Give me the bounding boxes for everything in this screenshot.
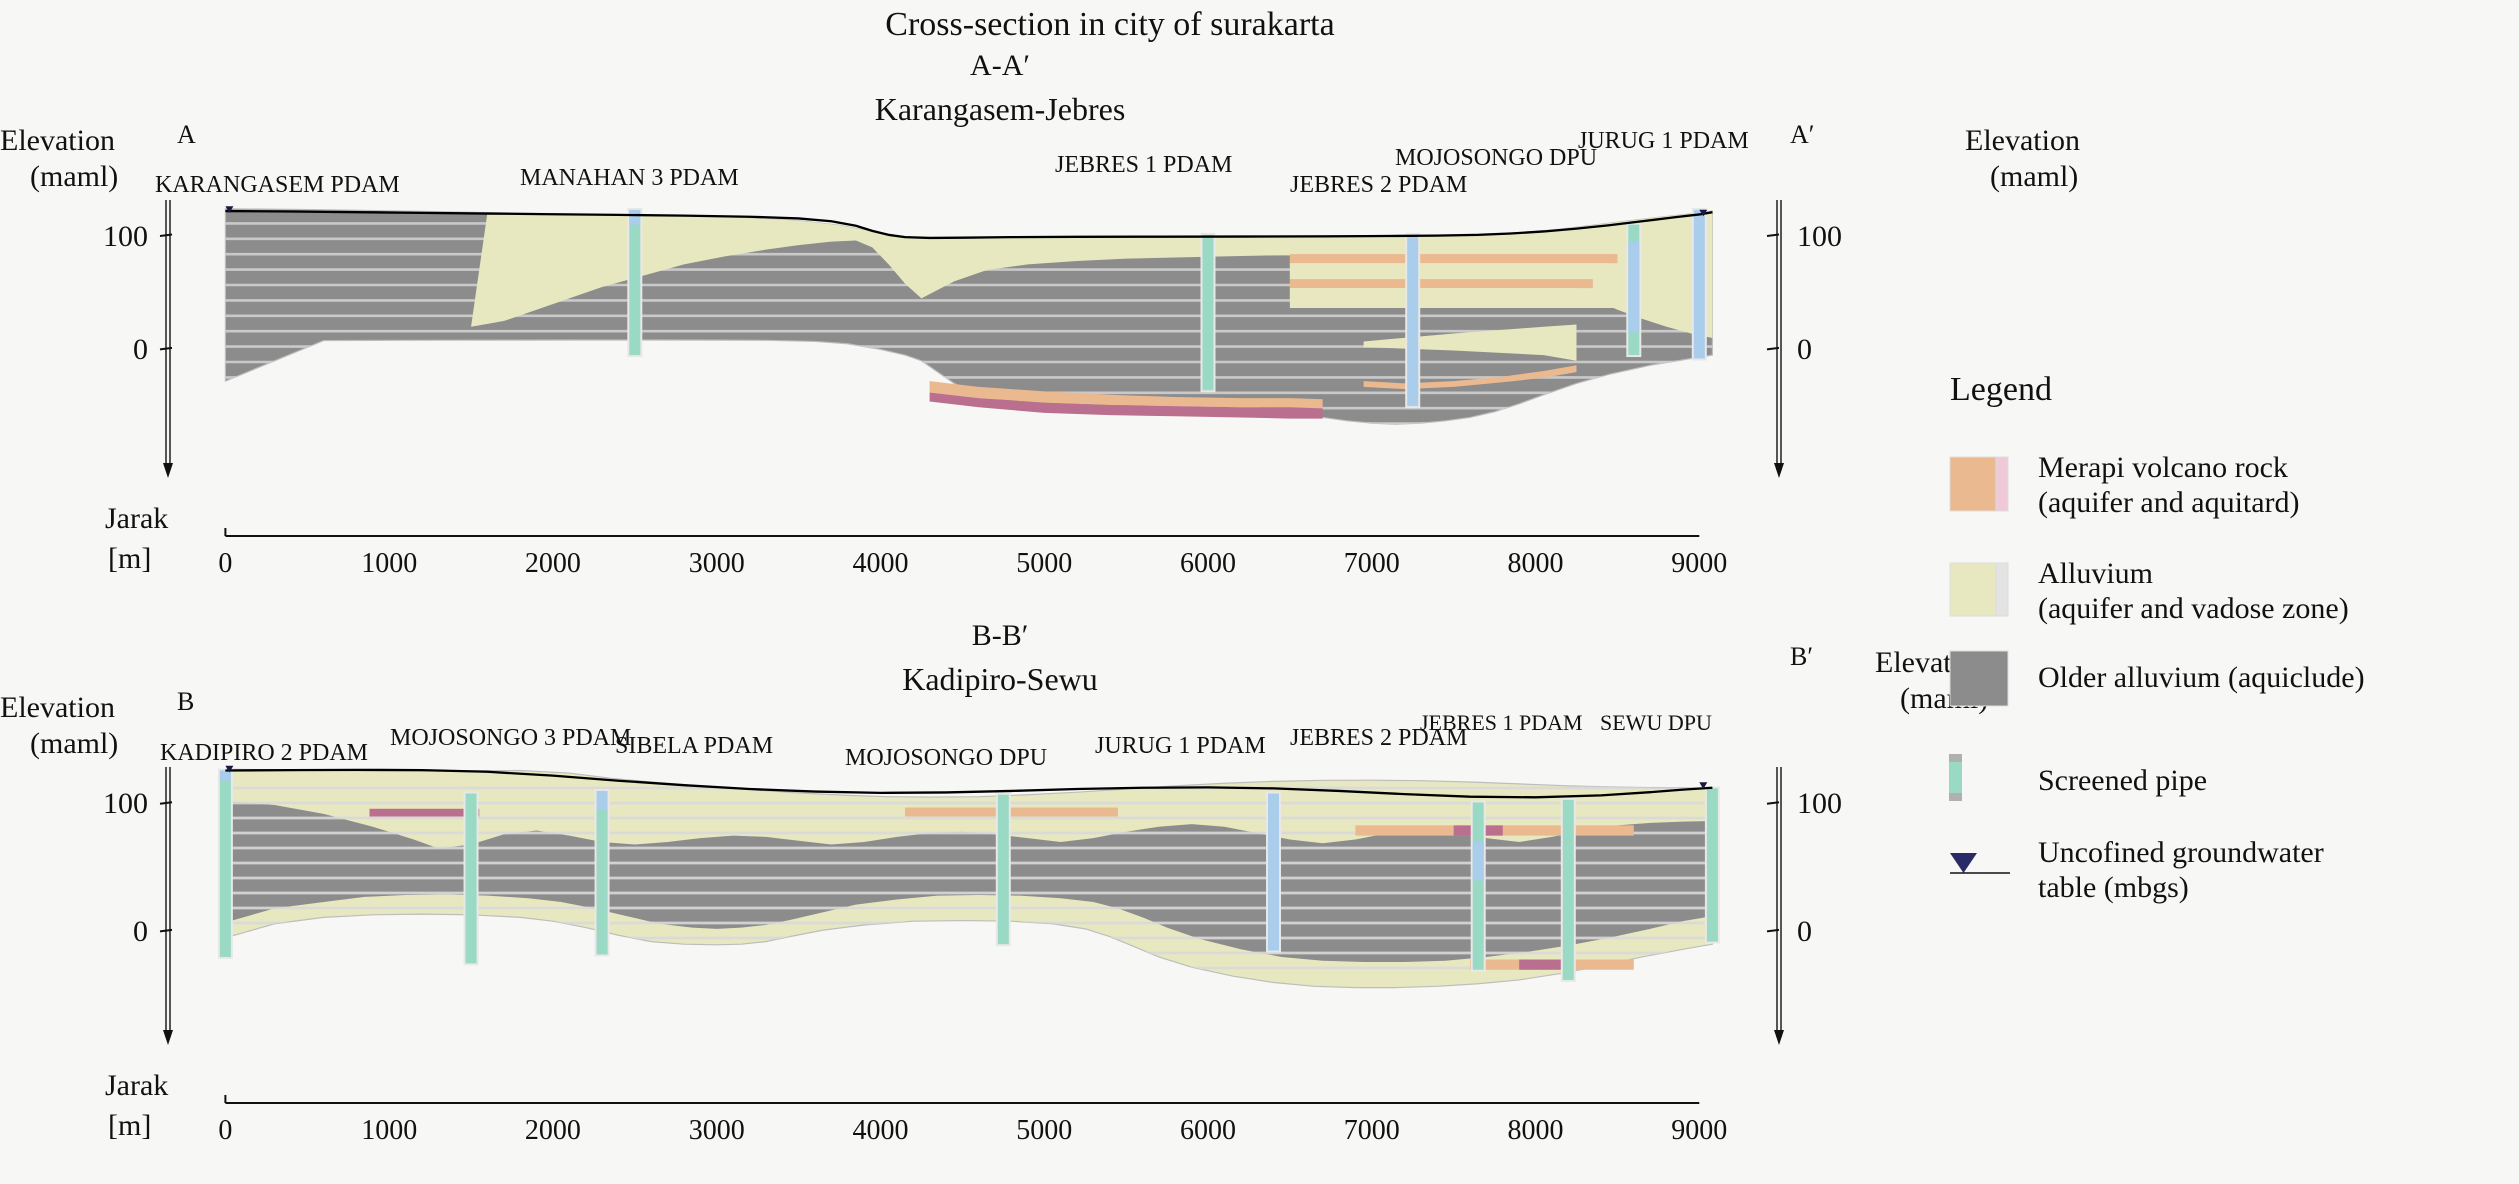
svg-text:Elevation: Elevation: [1965, 124, 2080, 157]
svg-text:Elevation: Elevation: [0, 691, 115, 724]
svg-text:Screened pipe: Screened pipe: [2038, 764, 2207, 797]
svg-text:Elevation: Elevation: [0, 124, 115, 157]
svg-text:Alluvium: Alluvium: [2038, 557, 2153, 590]
svg-text:Jarak: Jarak: [105, 502, 168, 535]
svg-text:A′: A′: [1790, 120, 1814, 149]
svg-text:1000: 1000: [361, 548, 417, 579]
svg-text:MOJOSONGO 3 PDAM: MOJOSONGO 3 PDAM: [390, 725, 631, 751]
svg-text:9000: 9000: [1671, 1115, 1727, 1146]
svg-text:MANAHAN 3 PDAM: MANAHAN 3 PDAM: [520, 165, 739, 191]
svg-text:MOJOSONGO DPU: MOJOSONGO DPU: [845, 745, 1047, 771]
svg-text:2000: 2000: [525, 548, 581, 579]
svg-text:4000: 4000: [853, 1115, 909, 1146]
svg-text:0: 0: [218, 548, 232, 579]
svg-text:0: 0: [218, 1115, 232, 1146]
svg-text:SIBELA PDAM: SIBELA PDAM: [615, 733, 773, 759]
svg-text:[m]: [m]: [108, 542, 151, 575]
svg-text:(maml): (maml): [1990, 160, 2078, 193]
svg-text:Karangasem-Jebres: Karangasem-Jebres: [875, 91, 1126, 127]
svg-text:KARANGASEM PDAM: KARANGASEM PDAM: [155, 172, 400, 198]
svg-text:Legend: Legend: [1950, 371, 2052, 408]
svg-text:B′: B′: [1790, 642, 1813, 671]
svg-text:table (mbgs): table (mbgs): [2038, 871, 2189, 904]
svg-text:(aquifer and aquitard): (aquifer and aquitard): [2038, 486, 2300, 519]
svg-text:JEBRES 1 PDAM: JEBRES 1 PDAM: [1055, 152, 1232, 178]
svg-text:Jarak: Jarak: [105, 1069, 168, 1102]
svg-text:100: 100: [103, 220, 148, 253]
svg-text:B: B: [177, 687, 194, 716]
svg-text:0: 0: [1797, 915, 1812, 948]
svg-text:6000: 6000: [1180, 1115, 1236, 1146]
svg-text:9000: 9000: [1671, 548, 1727, 579]
svg-text:7000: 7000: [1344, 548, 1400, 579]
svg-text:SEWU DPU: SEWU DPU: [1600, 710, 1712, 735]
svg-text:5000: 5000: [1016, 548, 1072, 579]
svg-text:JEBRES 2 PDAM: JEBRES 2 PDAM: [1290, 172, 1467, 198]
svg-text:0: 0: [1797, 333, 1812, 366]
svg-text:8000: 8000: [1508, 548, 1564, 579]
svg-text:0: 0: [133, 333, 148, 366]
svg-text:7000: 7000: [1344, 1115, 1400, 1146]
svg-text:Kadipiro-Sewu: Kadipiro-Sewu: [902, 661, 1098, 697]
svg-text:Cross-section in city of surak: Cross-section in city of surakarta: [885, 6, 1334, 43]
svg-text:(aquifer and vadose zone): (aquifer and vadose zone): [2038, 592, 2349, 625]
svg-text:2000: 2000: [525, 1115, 581, 1146]
svg-text:(maml): (maml): [30, 727, 118, 760]
svg-text:Uncofined groundwater: Uncofined groundwater: [2038, 836, 2324, 869]
svg-text:JURUG 1 PDAM: JURUG 1 PDAM: [1095, 733, 1266, 759]
svg-text:JURUG 1 PDAM: JURUG 1 PDAM: [1578, 128, 1749, 154]
svg-text:B-B′: B-B′: [972, 619, 1029, 652]
svg-text:0: 0: [133, 915, 148, 948]
svg-text:8000: 8000: [1508, 1115, 1564, 1146]
svg-text:MOJOSONGO DPU: MOJOSONGO DPU: [1395, 145, 1597, 171]
svg-text:1000: 1000: [361, 1115, 417, 1146]
svg-text:5000: 5000: [1016, 1115, 1072, 1146]
svg-text:3000: 3000: [689, 1115, 745, 1146]
svg-text:Older alluvium (aquiclude): Older alluvium (aquiclude): [2038, 661, 2365, 694]
svg-text:KADIPIRO 2 PDAM: KADIPIRO 2 PDAM: [160, 740, 368, 766]
svg-text:JEBRES 1 PDAM: JEBRES 1 PDAM: [1420, 710, 1583, 735]
svg-text:4000: 4000: [853, 548, 909, 579]
svg-text:Merapi volcano rock: Merapi volcano rock: [2038, 451, 2288, 484]
svg-text:[m]: [m]: [108, 1109, 151, 1142]
svg-text:A-A′: A-A′: [970, 49, 1030, 82]
svg-text:(maml): (maml): [30, 160, 118, 193]
svg-text:100: 100: [1797, 220, 1842, 253]
svg-text:100: 100: [103, 787, 148, 820]
svg-text:3000: 3000: [689, 548, 745, 579]
svg-text:A: A: [177, 120, 196, 149]
svg-text:100: 100: [1797, 787, 1842, 820]
svg-text:6000: 6000: [1180, 548, 1236, 579]
